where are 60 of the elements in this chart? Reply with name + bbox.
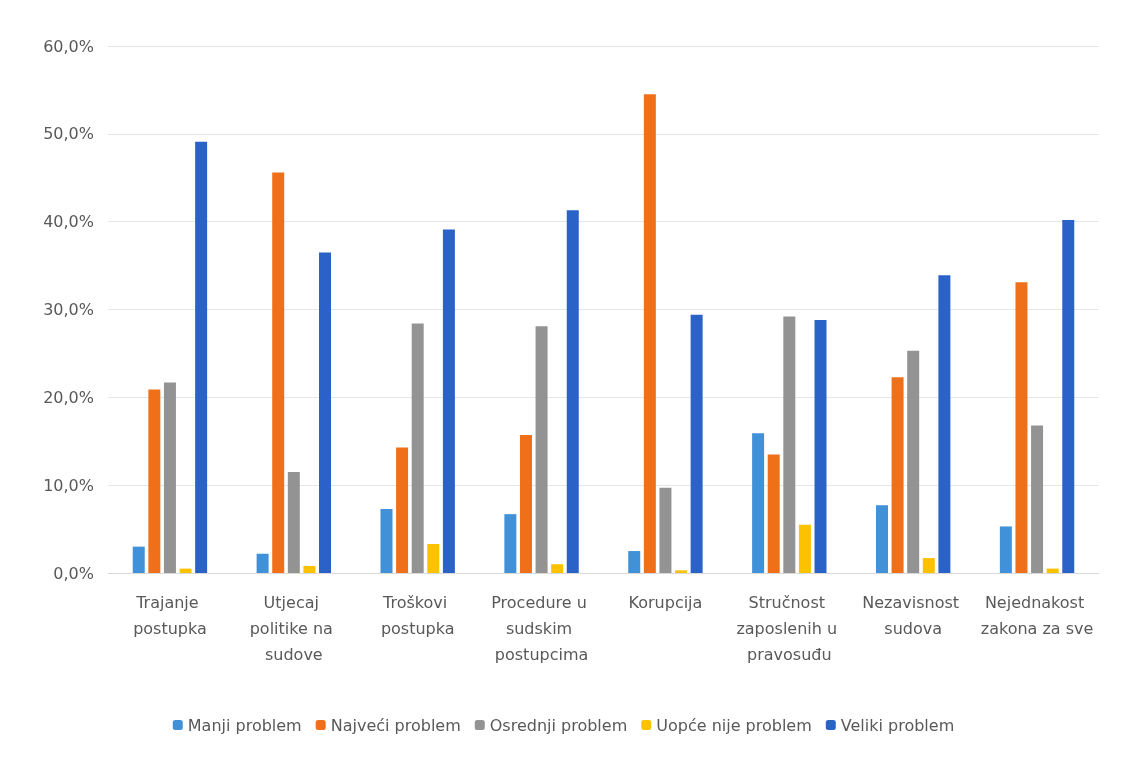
bar (303, 565, 316, 573)
bar (938, 275, 951, 573)
x-tick-label: Nejednakost zakona za sve (980, 592, 1094, 638)
bar (163, 382, 176, 573)
bar (628, 551, 641, 573)
y-tick-label: 10,0% (43, 475, 94, 495)
bar (814, 320, 827, 573)
bar (411, 323, 424, 573)
legend-label: Uopće nije problem (656, 715, 812, 735)
bar (179, 568, 192, 573)
x-tick-label: Trajanje postupka (133, 592, 207, 638)
legend-label: Osrednji problem (489, 715, 628, 735)
y-tick-label: 30,0% (43, 300, 94, 319)
bar (535, 326, 548, 573)
legend-label: Najveći problem (330, 715, 461, 735)
bar (875, 505, 888, 573)
bar (195, 141, 208, 573)
x-tick-label: Korupcija (628, 592, 703, 612)
legend-label: Manji problem (187, 715, 302, 735)
bar (1015, 282, 1028, 573)
bar (396, 447, 409, 573)
bar (752, 433, 765, 573)
bar (319, 252, 332, 573)
y-tick-label: 0,0% (53, 563, 94, 583)
bar (767, 454, 780, 573)
bar (798, 524, 811, 573)
bar (427, 544, 440, 573)
bar (907, 350, 920, 573)
bar (256, 553, 269, 573)
bar (783, 316, 796, 573)
bar (922, 558, 935, 573)
y-tick-label: 20,0% (43, 387, 94, 407)
bar (690, 314, 703, 573)
bar (891, 377, 904, 573)
bar (1062, 219, 1075, 573)
x-tick-label: Troškovi postupka (380, 592, 455, 638)
bar (442, 229, 455, 573)
bar (551, 564, 564, 573)
bar (519, 435, 532, 573)
bar (675, 570, 688, 573)
y-tick-label: 50,0% (43, 124, 94, 144)
bar (504, 514, 517, 573)
bar (643, 94, 656, 573)
x-tick-label: Utjecaj politike na sudove (249, 592, 338, 664)
bar (1046, 568, 1059, 573)
bar (148, 389, 161, 573)
bar (566, 210, 579, 573)
bar (272, 172, 285, 573)
x-tick-label: Procedure u sudskim postupcima (491, 592, 592, 664)
x-tick-label: Stručnost zaposlenih u pravosuđu (736, 592, 843, 664)
bar (999, 526, 1012, 573)
y-tick-label: 60,0% (43, 36, 94, 56)
x-tick-label: Nezavisnost sudova (862, 592, 965, 638)
y-tick-label: 40,0% (43, 212, 94, 232)
legend-label: Veliki problem (840, 715, 955, 735)
bar (1031, 425, 1044, 573)
bar (659, 487, 672, 573)
bar (132, 546, 145, 573)
bar (380, 508, 393, 573)
bar (287, 471, 300, 573)
